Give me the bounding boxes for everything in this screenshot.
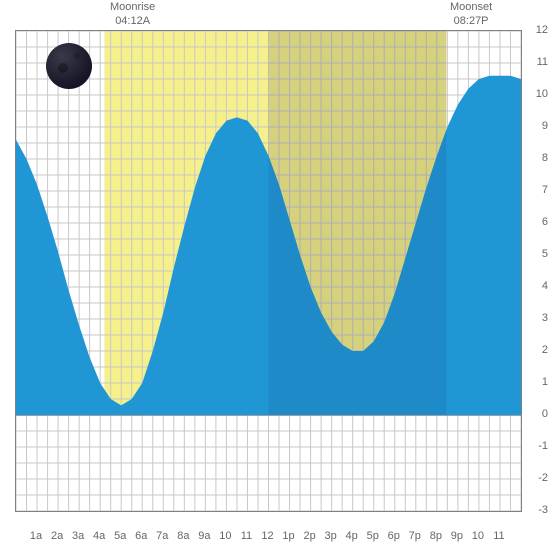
moon-phase-icon [46, 43, 92, 89]
x-tick: 1p [282, 530, 294, 542]
y-tick: 3 [542, 312, 548, 324]
y-tick: 5 [542, 248, 548, 260]
y-tick: 9 [542, 120, 548, 132]
x-tick: 5p [367, 530, 379, 542]
y-tick: 11 [537, 56, 548, 68]
x-tick: 12 [261, 530, 273, 542]
y-tick: 0 [542, 408, 548, 420]
y-tick: 6 [542, 216, 548, 228]
x-tick: 7a [156, 530, 168, 542]
y-tick: 2 [542, 344, 548, 356]
x-tick: 5a [114, 530, 126, 542]
x-tick: 3a [72, 530, 84, 542]
x-tick: 2a [51, 530, 63, 542]
x-tick: 4p [346, 530, 358, 542]
x-tick: 4a [93, 530, 105, 542]
moonrise-label: Moonrise 04:12A [110, 0, 155, 29]
tide-svg [16, 31, 521, 511]
y-tick: 8 [542, 152, 548, 164]
y-tick: -2 [538, 472, 548, 484]
x-tick: 10 [219, 530, 231, 542]
x-tick: 11 [493, 530, 504, 542]
x-tick: 8p [430, 530, 442, 542]
y-tick: 7 [542, 184, 548, 196]
x-tick: 9a [198, 530, 210, 542]
y-tick: 10 [536, 88, 548, 100]
x-tick: 9p [451, 530, 463, 542]
tide-chart: Moonrise 04:12A Moonset 08:27P -3-2-1012… [0, 0, 550, 550]
y-tick: 1 [542, 376, 548, 388]
moonset-time: 08:27P [454, 15, 489, 27]
y-tick: 12 [536, 24, 548, 36]
moonset-label: Moonset 08:27P [450, 0, 492, 29]
x-tick: 6a [135, 530, 147, 542]
x-tick: 7p [409, 530, 421, 542]
moonrise-time: 04:12A [115, 15, 150, 27]
x-tick: 10 [472, 530, 484, 542]
plot-area [15, 30, 522, 512]
y-tick: 4 [542, 280, 548, 292]
moonrise-title: Moonrise [110, 1, 155, 13]
x-tick: 1a [30, 530, 42, 542]
x-tick: 8a [177, 530, 189, 542]
moonset-title: Moonset [450, 1, 492, 13]
x-tick: 6p [388, 530, 400, 542]
x-tick: 11 [241, 530, 252, 542]
x-tick: 2p [303, 530, 315, 542]
x-tick: 3p [325, 530, 337, 542]
y-tick: -3 [538, 504, 548, 516]
y-tick: -1 [538, 440, 548, 452]
